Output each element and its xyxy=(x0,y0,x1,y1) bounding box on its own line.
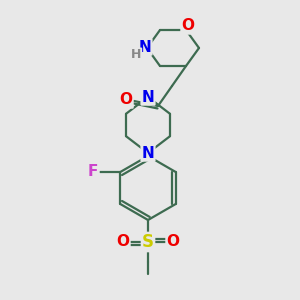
Text: N: N xyxy=(142,146,154,160)
Text: O: O xyxy=(182,19,194,34)
Text: O: O xyxy=(167,235,179,250)
Text: O: O xyxy=(116,235,130,250)
Text: H: H xyxy=(131,49,141,62)
Text: S: S xyxy=(142,233,154,251)
Text: F: F xyxy=(88,164,98,179)
Text: N: N xyxy=(142,89,154,104)
Text: N: N xyxy=(139,40,152,55)
Text: O: O xyxy=(119,92,133,107)
